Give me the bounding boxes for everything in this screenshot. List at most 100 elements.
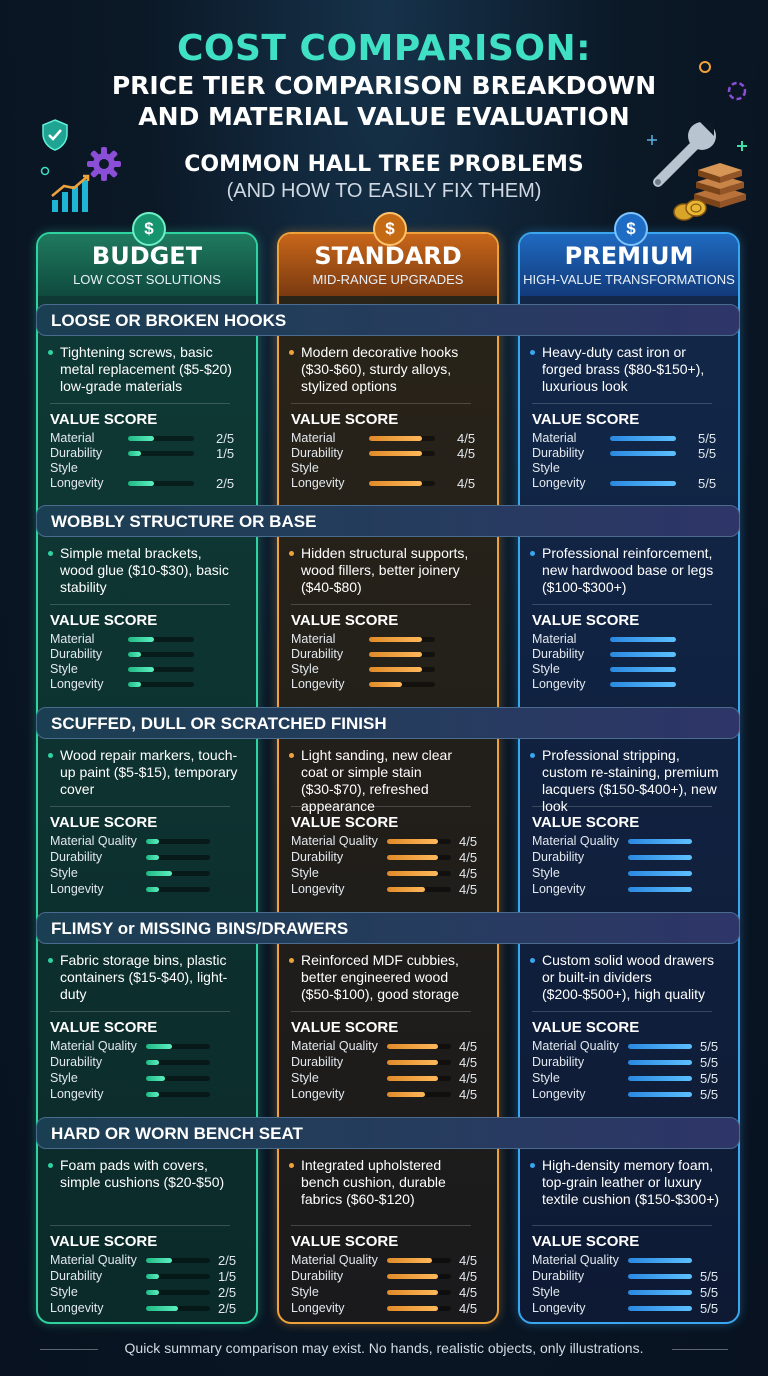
metric-label: Material Quality (532, 834, 619, 848)
divider (532, 1225, 712, 1226)
metric-bar-track (146, 1044, 210, 1049)
metric-label: Style (291, 461, 319, 475)
metric-label: Durability (50, 1269, 103, 1283)
metric-label: Longevity (50, 476, 104, 490)
metric-row: Durability 4/5 (291, 1269, 491, 1284)
solution-description: Integrated upholstered bench cushion, du… (289, 1157, 479, 1208)
metric-label: Material Quality (291, 1039, 378, 1053)
solution-text: High-density memory foam, top-grain leat… (542, 1157, 720, 1207)
metric-bar-fill (628, 1290, 692, 1295)
value-score-heading: VALUE SCORE (50, 612, 158, 629)
metric-bar-fill (128, 682, 142, 687)
subtitle-line-1: PRICE TIER COMPARISON BREAKDOWN (111, 71, 657, 100)
problem-banner: HARD OR WORN BENCH SEAT (36, 1117, 740, 1149)
solution-description: Heavy-duty cast iron or forged brass ($8… (530, 344, 720, 395)
metric-label: Durability (291, 647, 344, 661)
metric-label: Material Quality (50, 834, 137, 848)
footer-divider-left (40, 1349, 98, 1350)
bullet-icon (48, 350, 53, 355)
metric-row: Durability (291, 647, 491, 662)
metric-row: Style (291, 461, 491, 476)
metric-bar-track (146, 855, 210, 860)
metric-bar-track (610, 652, 676, 657)
metric-bar-track (146, 1060, 210, 1065)
metric-bar-fill (146, 1044, 172, 1049)
metric-bar-fill (628, 871, 692, 876)
solution-text: Modern decorative hooks ($30-$60), sturd… (301, 344, 459, 394)
bullet-icon (530, 958, 535, 963)
metric-bar-fill (628, 1060, 692, 1065)
metric-bar-track (369, 682, 435, 687)
divider (50, 1225, 230, 1226)
solution-text: Tightening screws, basic metal replaceme… (60, 344, 232, 394)
metric-bar-track (146, 1258, 210, 1263)
metric-bar-track (387, 871, 451, 876)
metric-row: Material (532, 632, 732, 647)
metric-row: Longevity 4/5 (291, 882, 491, 897)
metric-label: Longevity (50, 677, 104, 691)
metric-row: Material Quality 2/5 (50, 1253, 250, 1268)
metric-label: Longevity (532, 882, 586, 896)
metric-row: Durability 4/5 (291, 850, 491, 865)
metric-label: Longevity (50, 1087, 104, 1101)
value-score-heading: VALUE SCORE (532, 612, 640, 629)
metric-bar-track (128, 667, 194, 672)
value-score-heading: VALUE SCORE (291, 612, 399, 629)
metric-bar-track (369, 436, 435, 441)
metric-score: 5/5 (700, 1087, 719, 1102)
metric-row: Style (50, 662, 250, 677)
metric-row: Durability (50, 850, 250, 865)
metric-score: 1/5 (218, 1269, 237, 1284)
metric-label: Durability (291, 1055, 344, 1069)
shield-check-icon (42, 119, 68, 151)
metric-label: Longevity (291, 1087, 345, 1101)
solution-description: Light sanding, new clear coat or simple … (289, 747, 479, 815)
tier-subtitle: MID-RANGE UPGRADES (312, 272, 464, 287)
tier-subtitle: LOW COST SOLUTIONS (73, 272, 221, 287)
metric-bar-fill (387, 1092, 426, 1097)
coins-icon (673, 199, 707, 221)
metric-bar-track (128, 637, 194, 642)
metric-bar-fill (628, 887, 692, 892)
problem-title: FLIMSY or MISSING BINS/DRAWERS (51, 919, 349, 938)
bullet-icon (48, 753, 53, 758)
value-score-heading: VALUE SCORE (532, 1233, 640, 1250)
metric-bar-track (369, 451, 435, 456)
metric-score: 5/5 (700, 1039, 719, 1054)
metric-bar-fill (146, 1258, 172, 1263)
metric-bar-track (387, 1076, 451, 1081)
tier-name: BUDGET (91, 242, 203, 270)
small-circle-icon (40, 166, 50, 176)
metric-score: 4/5 (459, 850, 478, 865)
solution-description: Custom solid wood drawers or built-in di… (530, 952, 720, 1003)
metric-label: Durability (532, 850, 585, 864)
page-title: COST COMPARISON: (176, 28, 591, 69)
metric-bar-track (610, 667, 676, 672)
metric-bar-fill (387, 1044, 439, 1049)
metric-bar-fill (628, 1306, 692, 1311)
metric-row: Longevity 2/5 (50, 476, 250, 491)
metric-bar-track (146, 1290, 210, 1295)
metric-score: 1/5 (216, 446, 235, 461)
value-score-heading: VALUE SCORE (50, 814, 158, 831)
bullet-icon (289, 551, 294, 556)
metric-row: Material 2/5 (50, 431, 250, 446)
divider (532, 1011, 712, 1012)
metric-row: Longevity 5/5 (532, 1087, 732, 1102)
metric-score: 2/5 (216, 476, 235, 491)
bullet-icon (530, 350, 535, 355)
metric-bar-track (628, 1044, 692, 1049)
solution-text: Foam pads with covers, simple cushions (… (60, 1157, 225, 1190)
metric-label: Material (50, 431, 95, 445)
divider (291, 1011, 471, 1012)
gear-icon (87, 147, 121, 181)
bullet-icon (289, 350, 294, 355)
metric-bar-track (628, 887, 692, 892)
bullet-icon (530, 1163, 535, 1168)
metric-row: Style 4/5 (291, 866, 491, 881)
tier-name: PREMIUM (564, 242, 694, 270)
problem-banner: WOBBLY STRUCTURE OR BASE (36, 505, 740, 537)
solution-text: Heavy-duty cast iron or forged brass ($8… (542, 344, 705, 394)
metric-row: Style 5/5 (532, 1285, 732, 1300)
metric-bar-track (610, 436, 676, 441)
